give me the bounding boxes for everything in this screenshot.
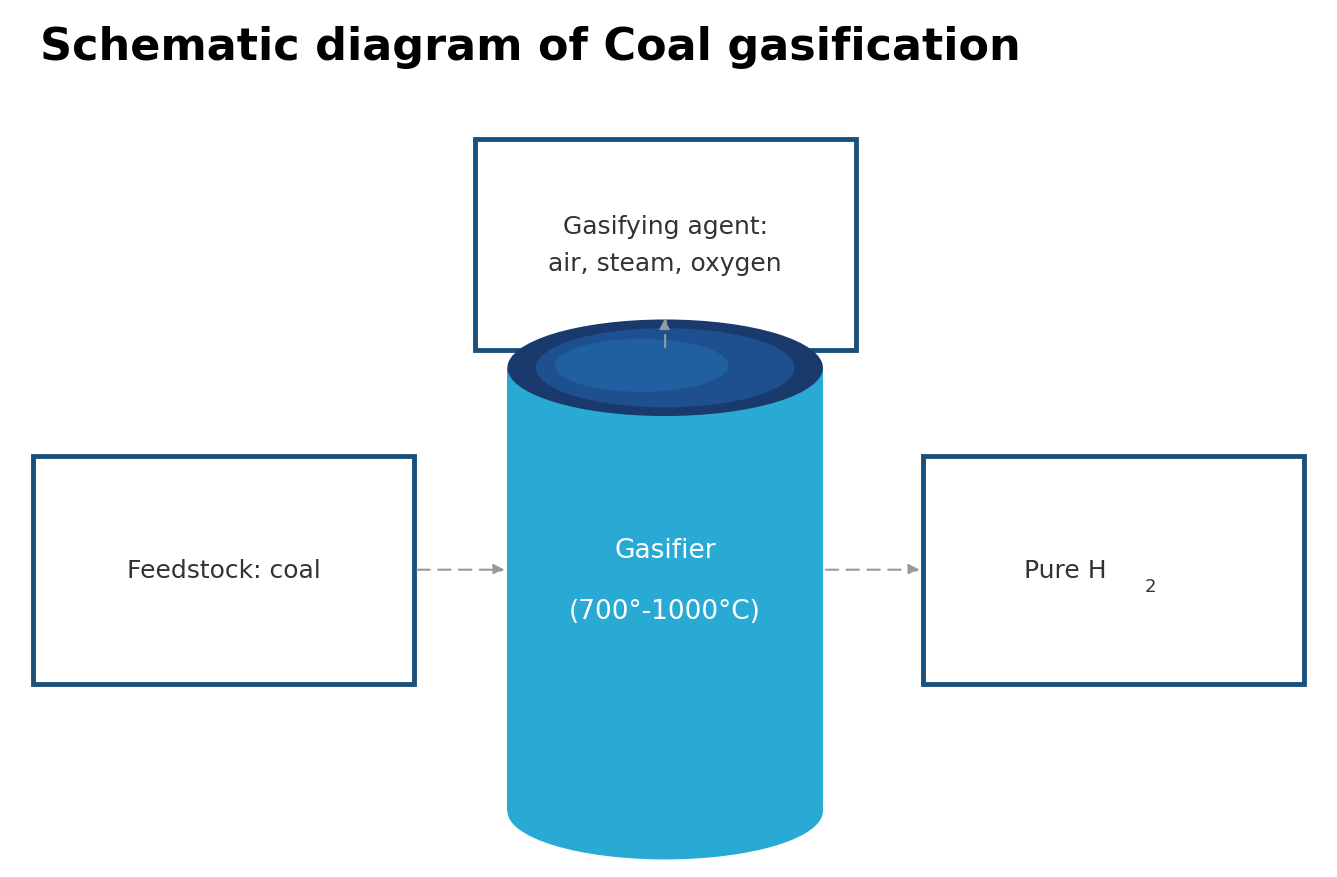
Text: Feedstock: coal: Feedstock: coal <box>127 558 321 582</box>
Text: Schematic diagram of Coal gasification: Schematic diagram of Coal gasification <box>40 26 1021 69</box>
Ellipse shape <box>508 320 822 417</box>
Text: (700°-1000°C): (700°-1000°C) <box>570 599 761 624</box>
Bar <box>508 368 822 811</box>
Ellipse shape <box>555 339 729 393</box>
Bar <box>33 456 414 684</box>
Bar <box>475 140 856 351</box>
Text: Pure H: Pure H <box>1024 558 1106 582</box>
Ellipse shape <box>536 329 794 408</box>
Text: 2: 2 <box>1144 577 1157 595</box>
Ellipse shape <box>508 763 822 859</box>
Bar <box>923 456 1304 684</box>
Text: Gasifying agent:
air, steam, oxygen: Gasifying agent: air, steam, oxygen <box>548 215 782 276</box>
Text: Gasifier: Gasifier <box>614 538 717 563</box>
